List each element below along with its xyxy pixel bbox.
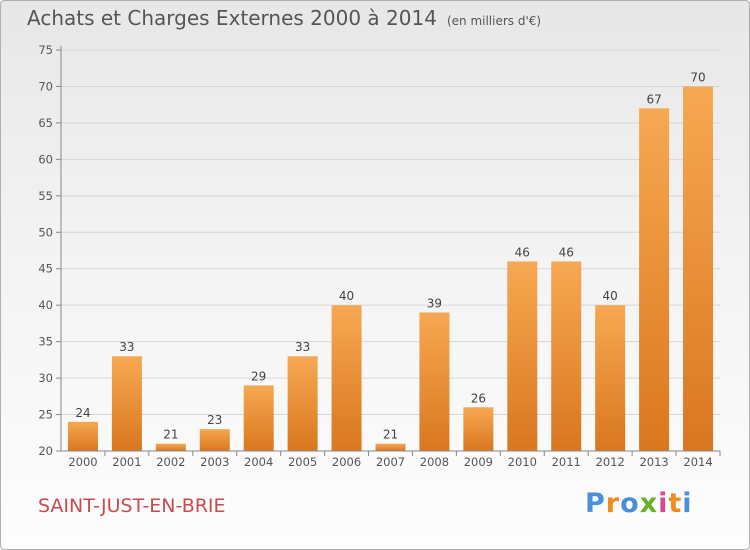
bar	[375, 443, 406, 451]
x-tick-label: 2003	[200, 455, 229, 469]
x-tick-label: 2009	[464, 455, 493, 469]
axes	[56, 46, 721, 456]
bar-value-label: 26	[471, 391, 486, 405]
y-tick-label: 50	[38, 225, 53, 239]
bar-value-label: 40	[603, 289, 618, 303]
x-tick-label: 2006	[332, 455, 361, 469]
bar	[463, 407, 494, 451]
bar	[155, 443, 186, 451]
y-tick-label: 55	[38, 189, 53, 203]
logo-letter: P	[585, 488, 606, 519]
bar-value-label: 33	[119, 340, 134, 354]
x-tick-label: 2013	[639, 455, 668, 469]
city-name: SAINT-JUST-EN-BRIE	[38, 495, 226, 517]
x-tick-label: 2010	[508, 455, 537, 469]
y-tick-label: 40	[38, 298, 53, 312]
chart-title: Achats et Charges Externes 2000 à 2014 (e…	[27, 6, 541, 30]
chart-unit: (en milliers d'€)	[446, 14, 542, 28]
x-tick-label: 2002	[156, 455, 185, 469]
bar-value-label: 40	[339, 289, 354, 303]
x-tick-label: 2007	[376, 455, 405, 469]
y-tick-label: 60	[38, 152, 53, 166]
x-tick-label: 2005	[288, 455, 317, 469]
x-tick-label: 2008	[420, 455, 449, 469]
bar	[199, 429, 230, 451]
bar-value-label: 67	[646, 92, 661, 106]
bar-value-label: 46	[559, 245, 574, 259]
bar	[243, 385, 274, 451]
bar	[111, 356, 142, 451]
y-tick-label: 65	[38, 116, 53, 130]
bars	[67, 86, 714, 452]
y-tick-label: 45	[38, 262, 53, 276]
logo-letter: o	[620, 488, 640, 519]
y-tick-label: 20	[38, 444, 53, 458]
y-tick-label: 70	[38, 79, 53, 93]
logo-letter: r	[605, 488, 621, 519]
y-tick-label: 30	[38, 371, 53, 385]
proxiti-logo: Proxiti	[585, 488, 693, 519]
y-tick-label: 25	[38, 408, 53, 422]
logo-letter: i	[658, 488, 669, 519]
labels: 20 25 30 35 40 45 50 55 60 65 70 75 24 2000 33 2001 21 20…	[38, 43, 712, 469]
bar	[507, 261, 538, 451]
chart-title-text: Achats et Charges Externes 2000 à 2014	[27, 6, 437, 30]
bar-value-label: 46	[515, 245, 530, 259]
bar-value-label: 70	[690, 70, 705, 84]
x-tick-label: 2011	[552, 455, 581, 469]
bar-value-label: 21	[383, 428, 398, 442]
bar	[551, 261, 582, 451]
bar-value-label: 24	[75, 406, 90, 420]
bar	[683, 86, 714, 452]
bar-value-label: 21	[163, 428, 178, 442]
bar	[419, 312, 450, 451]
x-tick-label: 2001	[112, 455, 141, 469]
bar	[639, 108, 670, 451]
y-tick-label: 35	[38, 335, 53, 349]
bar-value-label: 23	[207, 413, 222, 427]
bar	[287, 356, 318, 451]
bar	[595, 305, 626, 451]
y-tick-label: 75	[38, 43, 53, 57]
logo-letter: i	[682, 488, 693, 519]
x-tick-label: 2000	[68, 455, 97, 469]
logo-letter: t	[668, 488, 683, 519]
bar-value-label: 39	[427, 296, 442, 310]
x-tick-label: 2014	[683, 455, 712, 469]
logo-letter: x	[639, 488, 659, 519]
bar	[67, 421, 98, 451]
x-tick-label: 2004	[244, 455, 273, 469]
bar	[331, 305, 362, 451]
x-tick-label: 2012	[596, 455, 625, 469]
bar-value-label: 29	[251, 369, 266, 383]
bar-value-label: 33	[295, 340, 310, 354]
